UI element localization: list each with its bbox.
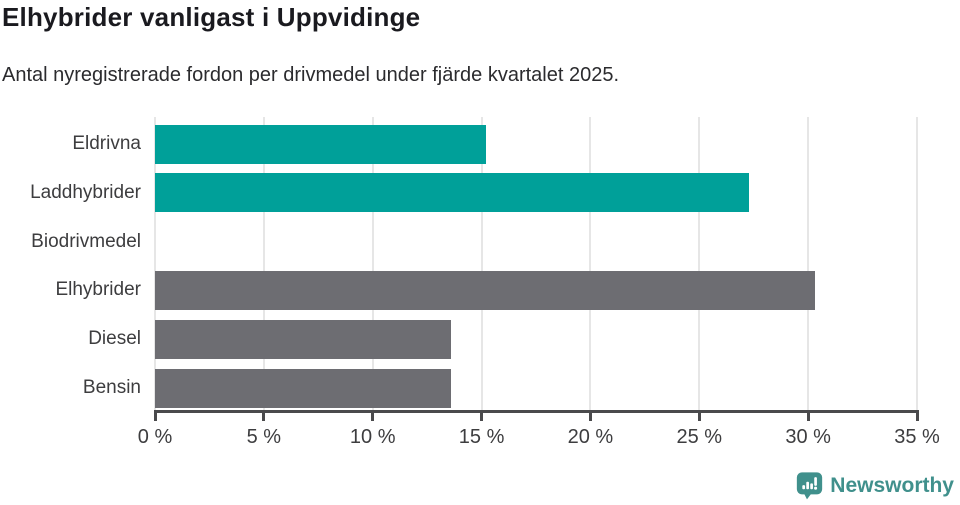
axis-tick bbox=[262, 413, 266, 421]
brand-name: Newsworthy bbox=[830, 473, 954, 497]
newsworthy-logo-icon bbox=[797, 472, 823, 500]
axis-tick bbox=[480, 413, 484, 421]
axis-tick-label: 10 % bbox=[349, 426, 396, 448]
axis-tick bbox=[806, 413, 810, 421]
category-label-diesel: Diesel bbox=[88, 328, 141, 350]
brand-footer: Newsworthy bbox=[796, 470, 954, 501]
axis-tick-label: 30 % bbox=[785, 426, 831, 448]
category-label-biodrivmedel: Biodrivmedel bbox=[31, 230, 141, 252]
bar-eldrivna bbox=[155, 124, 486, 164]
gridline bbox=[807, 117, 810, 410]
bar-elhybrider bbox=[155, 270, 815, 310]
axis-tick bbox=[697, 413, 701, 421]
gridline bbox=[262, 117, 265, 410]
gridline bbox=[698, 117, 701, 410]
axis-tick bbox=[153, 413, 157, 421]
axis-tick-label: 20 % bbox=[567, 426, 614, 448]
axis-tick-label: 15 % bbox=[458, 426, 505, 448]
bar-diesel bbox=[155, 319, 452, 359]
category-label-eldrivna: Eldrivna bbox=[72, 133, 141, 154]
gridline bbox=[480, 117, 483, 410]
category-label-laddhybrider: Laddhybrider bbox=[30, 181, 141, 203]
axis-tick bbox=[371, 413, 375, 421]
axis-tick-label: 0 % bbox=[137, 426, 173, 448]
chart-title: Elhybrider vanligast i Uppvidinge bbox=[2, 2, 421, 32]
axis-tick bbox=[915, 413, 919, 421]
axis-tick-label: 35 % bbox=[894, 426, 940, 448]
gridline bbox=[371, 117, 374, 410]
bar-bensin bbox=[155, 368, 452, 408]
gridline bbox=[916, 117, 918, 410]
x-axis-line bbox=[153, 410, 919, 413]
axis-tick-label: 25 % bbox=[676, 426, 723, 448]
axis-tick bbox=[588, 413, 592, 421]
category-label-bensin: Bensin bbox=[82, 377, 141, 398]
axis-tick-label: 5 % bbox=[246, 426, 282, 448]
chart-subtitle: Antal nyregistrerade fordon per drivmede… bbox=[2, 64, 620, 86]
category-label-elhybrider: Elhybrider bbox=[55, 279, 141, 301]
gridline bbox=[154, 117, 156, 410]
gridline bbox=[589, 117, 592, 410]
bar-laddhybrider bbox=[155, 173, 750, 213]
